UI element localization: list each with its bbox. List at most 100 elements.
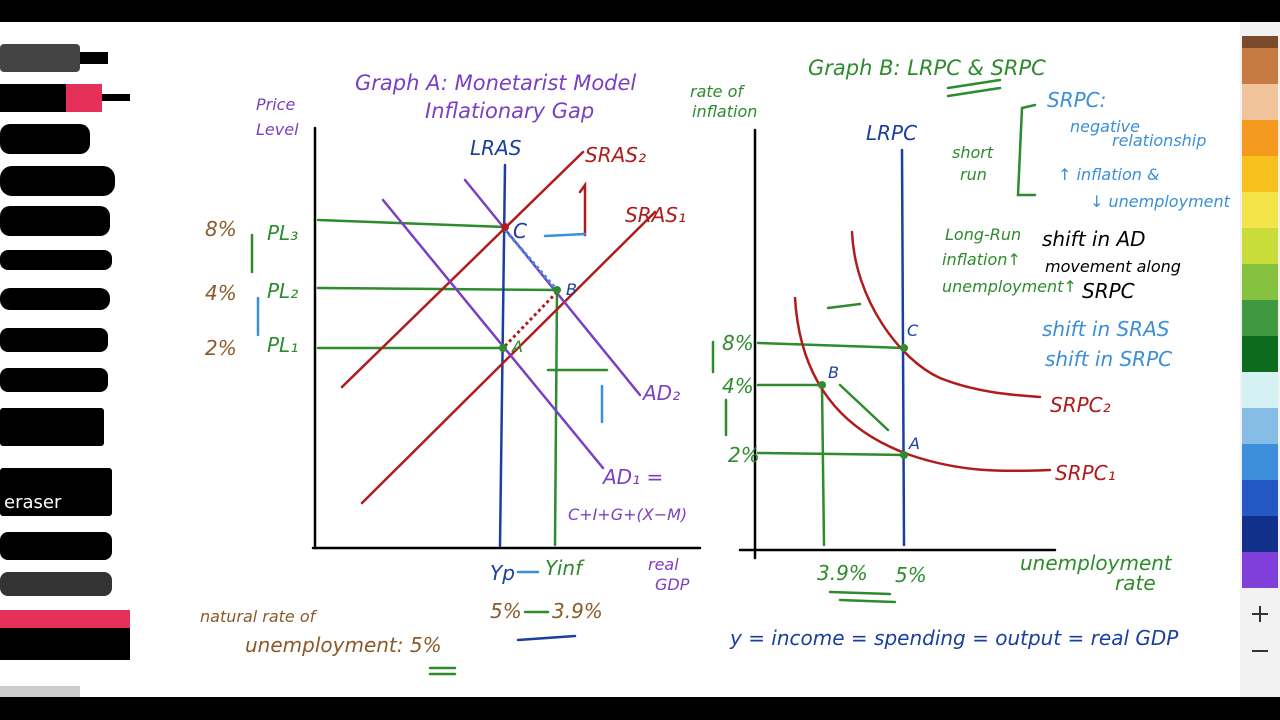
label: inflation↑	[942, 250, 1021, 269]
arrow-left	[543, 232, 587, 238]
guide-line	[756, 451, 906, 457]
pen-tool[interactable]	[0, 328, 108, 352]
pen-tool[interactable]	[0, 572, 112, 596]
rate-label: 8%	[205, 217, 237, 241]
swatch[interactable]	[1242, 408, 1278, 444]
sras2-line	[340, 150, 585, 389]
label: SRPC	[1082, 279, 1135, 303]
pen-tool[interactable]	[0, 408, 104, 446]
swatch[interactable]	[1242, 336, 1278, 372]
x-value-label: 3.9%	[817, 561, 868, 585]
curve-label: LRPC	[866, 121, 917, 145]
graph-b: Graph B: LRPC & SRPC rate of inflation L…	[690, 56, 1231, 650]
label: run	[960, 165, 987, 184]
path-a-b	[503, 290, 559, 348]
swatch[interactable]	[1242, 228, 1278, 264]
pen-tool[interactable]	[0, 44, 80, 72]
point-label: C	[907, 321, 919, 340]
curve-label: SRAS₂	[585, 143, 646, 167]
guide-line	[756, 341, 906, 350]
rate-label: 2%	[728, 443, 760, 467]
axis-label: GDP	[655, 575, 690, 594]
identity: y = income = spending = output = real GD…	[729, 626, 1179, 650]
underline	[946, 86, 1002, 98]
graph-a: Graph A: Monetarist Model Inflationary G…	[200, 71, 702, 676]
arrow	[826, 302, 862, 310]
output-label: Yinf	[545, 556, 585, 580]
point-label: B	[566, 280, 577, 299]
pen-tool[interactable]	[0, 532, 112, 560]
swatch[interactable]	[1242, 36, 1278, 48]
label: ↓ unemployment	[1090, 192, 1231, 211]
label: shift in SRAS	[1042, 317, 1170, 341]
swatch[interactable]	[1242, 372, 1278, 408]
eraser-tool[interactable]	[0, 468, 112, 516]
swatch[interactable]	[1242, 480, 1278, 516]
pen-tool[interactable]	[0, 206, 110, 236]
label: unemployment↑	[942, 277, 1077, 296]
pen-tool[interactable]	[0, 288, 110, 310]
arrow	[828, 590, 892, 596]
swatch[interactable]	[1242, 48, 1278, 84]
guide-line	[316, 286, 559, 292]
price-level-label: PL₂	[267, 279, 298, 303]
label: SRPC:	[1047, 88, 1106, 112]
swatch[interactable]	[1242, 264, 1278, 300]
point-label: C	[513, 219, 527, 243]
underline	[946, 78, 1002, 90]
top-bar	[0, 0, 1280, 22]
guide-line	[553, 288, 559, 547]
arrow-up	[578, 181, 587, 237]
ad2-line	[463, 178, 642, 397]
rate-label: 2%	[205, 336, 237, 360]
subtitle: Inflationary Gap	[425, 99, 594, 123]
pen-tool[interactable]	[0, 166, 115, 196]
arrow	[838, 598, 897, 604]
curve-label: LRAS	[470, 136, 522, 160]
point	[900, 344, 908, 352]
axis-label: real	[648, 555, 679, 574]
bracket	[1016, 103, 1037, 197]
ad1-line	[381, 198, 605, 470]
guide-line	[820, 383, 826, 547]
note: natural rate of	[200, 607, 318, 626]
price-level-label: PL₁	[267, 333, 298, 357]
pen-tool[interactable]	[0, 250, 112, 270]
arrow	[516, 634, 577, 642]
pen-tip	[80, 52, 108, 64]
swatch-selected[interactable]	[1242, 300, 1278, 336]
label: ↑ inflation &	[1058, 165, 1159, 184]
path-c-b	[503, 229, 559, 291]
swatch[interactable]	[1242, 552, 1278, 588]
pen-tool[interactable]	[0, 368, 108, 392]
swatch[interactable]	[1242, 516, 1278, 552]
swatch[interactable]	[1242, 444, 1278, 480]
note: unemployment: 5%	[245, 633, 442, 657]
swatch[interactable]	[1242, 192, 1278, 228]
label: relationship	[1112, 131, 1206, 150]
axis-label: unemployment	[1020, 551, 1173, 575]
unemployment-label: 3.9%	[552, 599, 603, 623]
rate-label: 4%	[722, 374, 754, 398]
swatch[interactable]	[1242, 84, 1278, 120]
pen-tool[interactable]	[0, 84, 66, 112]
pen-tool[interactable]	[0, 124, 90, 154]
eraser-label: eraser	[4, 492, 62, 513]
swatch[interactable]	[1242, 156, 1278, 192]
point	[553, 286, 561, 294]
title: Graph A: Monetarist Model	[355, 71, 636, 95]
point-label: A	[908, 434, 920, 453]
point	[818, 381, 826, 389]
ad-components: C+I+G+(X−M)	[568, 505, 687, 524]
label: Long-Run	[945, 225, 1021, 244]
axis-label: Level	[256, 120, 299, 139]
price-level-label: PL₃	[267, 221, 298, 245]
curve-label: SRAS₁	[625, 203, 686, 227]
label: short	[952, 143, 994, 162]
axis-label: Price	[256, 95, 295, 114]
swatch[interactable]	[1242, 120, 1278, 156]
toolbar: eraser	[0, 44, 130, 697]
label: shift in SRPC	[1045, 347, 1172, 371]
scroll-indicator	[0, 686, 80, 697]
